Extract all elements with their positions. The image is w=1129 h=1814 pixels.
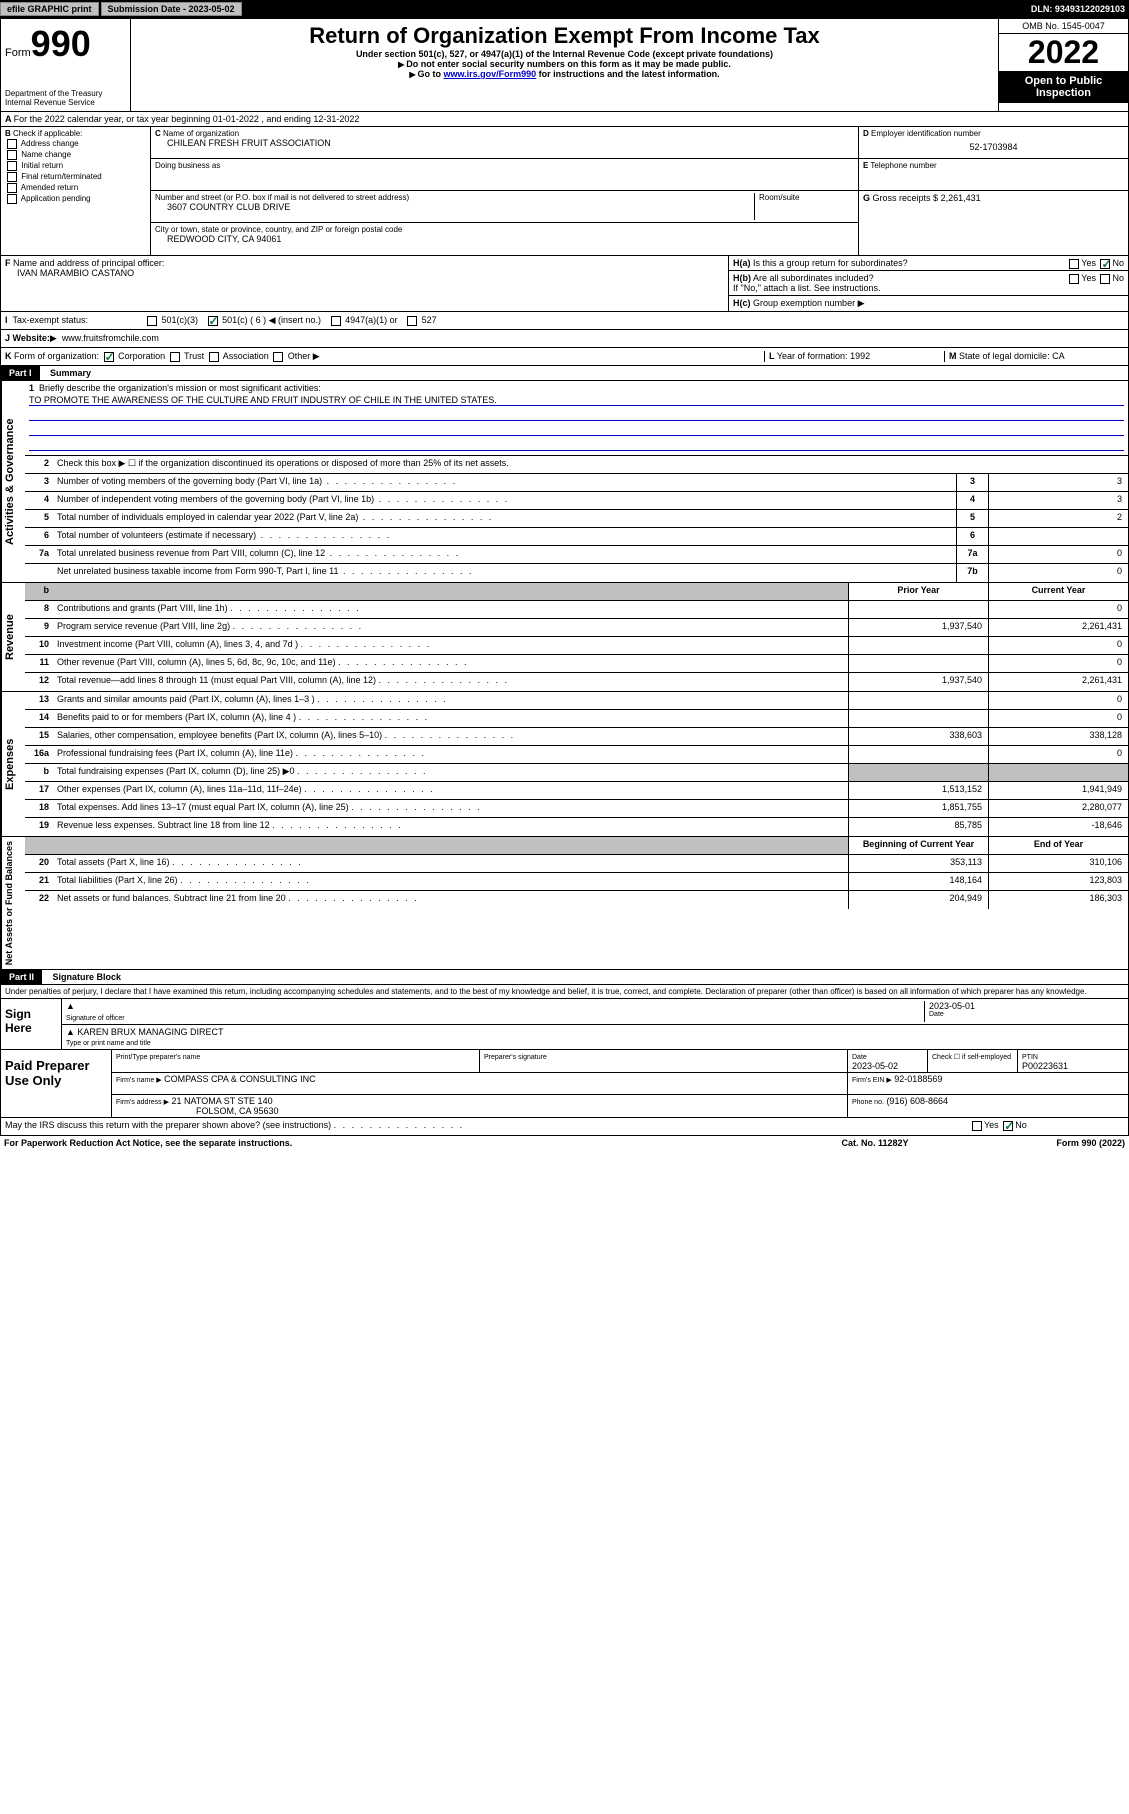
paid-preparer-label: Paid Preparer Use Only <box>1 1050 111 1117</box>
mission-text: TO PROMOTE THE AWARENESS OF THE CULTURE … <box>29 395 1124 406</box>
line-10: 10Investment income (Part VIII, column (… <box>25 637 1128 655</box>
dln-label: DLN: 93493122029103 <box>1027 4 1129 14</box>
line-8: 8Contributions and grants (Part VIII, li… <box>25 601 1128 619</box>
year-formation: 1992 <box>850 351 870 361</box>
sig-date-value: 2023-05-01 <box>929 1001 1124 1011</box>
pra-notice: For Paperwork Reduction Act Notice, see … <box>4 1138 775 1148</box>
part1-governance: Activities & Governance 1 Briefly descri… <box>0 381 1129 583</box>
part1-revenue: Revenue bPrior YearCurrent Year 8Contrib… <box>0 583 1129 692</box>
firm-city: FOLSOM, CA 95630 <box>116 1106 279 1116</box>
line-22: 22Net assets or fund balances. Subtract … <box>25 891 1128 909</box>
firm-ein: 92-0188569 <box>894 1074 942 1084</box>
line-21: 21Total liabilities (Part X, line 26) 14… <box>25 873 1128 891</box>
line-7a: 7aTotal unrelated business revenue from … <box>25 546 1128 564</box>
firm-phone: (916) 608-8664 <box>886 1096 948 1106</box>
ein: 52-1703984 <box>863 142 1124 152</box>
line-6: 6Total number of volunteers (estimate if… <box>25 528 1128 546</box>
part2-header-row: Part II Signature Block <box>0 970 1129 985</box>
line-11: 11Other revenue (Part VIII, column (A), … <box>25 655 1128 673</box>
efile-button[interactable]: efile GRAPHIC print <box>0 2 99 16</box>
irs-link[interactable]: www.irs.gov/Form990 <box>443 69 536 79</box>
chk-name-change[interactable]: Name change <box>21 150 71 159</box>
chk-application-pending[interactable]: Application pending <box>21 194 91 203</box>
irs-label: Internal Revenue Service <box>5 98 126 107</box>
chk-amended[interactable]: Amended return <box>21 183 78 192</box>
street-address: 3607 COUNTRY CLUB DRIVE <box>155 202 754 212</box>
omb-number: OMB No. 1545-0047 <box>999 19 1128 34</box>
chk-address-change[interactable]: Address change <box>21 139 79 148</box>
part1-netassets: Net Assets or Fund Balances Beginning of… <box>0 837 1129 970</box>
row-i: I Tax-exempt status: 501(c)(3) 501(c) ( … <box>0 312 1129 330</box>
line-15: 15Salaries, other compensation, employee… <box>25 728 1128 746</box>
part1-label: Part I <box>1 366 40 380</box>
line-19: 19Revenue less expenses. Subtract line 1… <box>25 818 1128 836</box>
officer-name: KAREN BRUX MANAGING DIRECT <box>77 1027 223 1037</box>
line-4: 4Number of independent voting members of… <box>25 492 1128 510</box>
goto-pre: Go to <box>417 69 443 79</box>
firm-name: COMPASS CPA & CONSULTING INC <box>164 1074 316 1084</box>
sign-here-label: Sign Here <box>1 999 61 1049</box>
line-17: 17Other expenses (Part IX, column (A), l… <box>25 782 1128 800</box>
side-netassets: Net Assets or Fund Balances <box>1 837 25 969</box>
page-footer: For Paperwork Reduction Act Notice, see … <box>0 1136 1129 1150</box>
tax-year: 2022 <box>999 34 1128 71</box>
gross-receipts: 2,261,431 <box>941 193 981 203</box>
form-number: 990 <box>31 23 91 64</box>
part1-header-row: Part I Summary <box>0 366 1129 381</box>
part1-title: Summary <box>42 368 91 378</box>
dept-label: Department of the Treasury <box>5 89 126 98</box>
line-9: 9Program service revenue (Part VIII, lin… <box>25 619 1128 637</box>
signature-block: Under penalties of perjury, I declare th… <box>0 985 1129 1136</box>
form-subtitle-2: Do not enter social security numbers on … <box>135 59 994 69</box>
chk-final-return[interactable]: Final return/terminated <box>21 172 101 181</box>
cat-no: Cat. No. 11282Y <box>775 1138 975 1148</box>
row-a-tax-year: A For the 2022 calendar year, or tax yea… <box>0 112 1129 127</box>
firm-address: 21 NATOMA ST STE 140 <box>172 1096 273 1106</box>
corp-checkbox[interactable] <box>104 352 114 362</box>
line-12: 12Total revenue—add lines 8 through 11 (… <box>25 673 1128 691</box>
open-public: Open to Public Inspection <box>999 71 1128 103</box>
side-governance: Activities & Governance <box>1 381 25 582</box>
top-bar: efile GRAPHIC print Submission Date - 20… <box>0 0 1129 18</box>
501c-checkbox[interactable] <box>208 316 218 326</box>
form-title: Return of Organization Exempt From Incom… <box>135 23 994 49</box>
line-18: 18Total expenses. Add lines 13–17 (must … <box>25 800 1128 818</box>
row-j: J Website: ▶ www.fruitsfromchile.com <box>0 330 1129 348</box>
form-subtitle-1: Under section 501(c), 527, or 4947(a)(1)… <box>135 49 994 59</box>
ptin-value: P00223631 <box>1022 1061 1068 1071</box>
prep-date: 2023-05-02 <box>852 1061 898 1071</box>
line-7b: Net unrelated business taxable income fr… <box>25 564 1128 582</box>
city-state-zip: REDWOOD CITY, CA 94061 <box>155 234 854 244</box>
principal-officer: IVAN MARAMBIO CASTANO <box>5 268 724 278</box>
line-5: 5Total number of individuals employed in… <box>25 510 1128 528</box>
part1-expenses: Expenses 13Grants and similar amounts pa… <box>0 692 1129 837</box>
identity-block: B Check if applicable: Address change Na… <box>0 127 1129 256</box>
submission-date: Submission Date - 2023-05-02 <box>101 2 242 16</box>
side-expenses: Expenses <box>1 692 25 836</box>
fg-block: F Name and address of principal officer:… <box>0 256 1129 312</box>
website: www.fruitsfromchile.com <box>62 333 159 344</box>
part2-label: Part II <box>1 970 42 984</box>
side-revenue: Revenue <box>1 583 25 691</box>
goto-post: for instructions and the latest informat… <box>536 69 720 79</box>
part2-title: Signature Block <box>45 972 122 982</box>
line-14: 14Benefits paid to or for members (Part … <box>25 710 1128 728</box>
perjury-declaration: Under penalties of perjury, I declare th… <box>1 985 1128 998</box>
line-20: 20Total assets (Part X, line 16) 353,113… <box>25 855 1128 873</box>
ha-no[interactable] <box>1100 259 1110 269</box>
irs-discuss-no[interactable] <box>1003 1121 1013 1131</box>
state-domicile: CA <box>1052 351 1065 361</box>
line-16a: 16aProfessional fundraising fees (Part I… <box>25 746 1128 764</box>
chk-initial-return[interactable]: Initial return <box>21 161 63 170</box>
form-label: Form <box>5 47 31 59</box>
row-klm: K Form of organization: Corporation Trus… <box>0 348 1129 366</box>
col-b-checkboxes: B Check if applicable: Address change Na… <box>1 127 151 255</box>
form-header: Form990 Department of the Treasury Inter… <box>0 18 1129 112</box>
org-name: CHILEAN FRESH FRUIT ASSOCIATION <box>155 138 854 148</box>
line-13: 13Grants and similar amounts paid (Part … <box>25 692 1128 710</box>
line-b: bTotal fundraising expenses (Part IX, co… <box>25 764 1128 782</box>
line-3: 3Number of voting members of the governi… <box>25 474 1128 492</box>
